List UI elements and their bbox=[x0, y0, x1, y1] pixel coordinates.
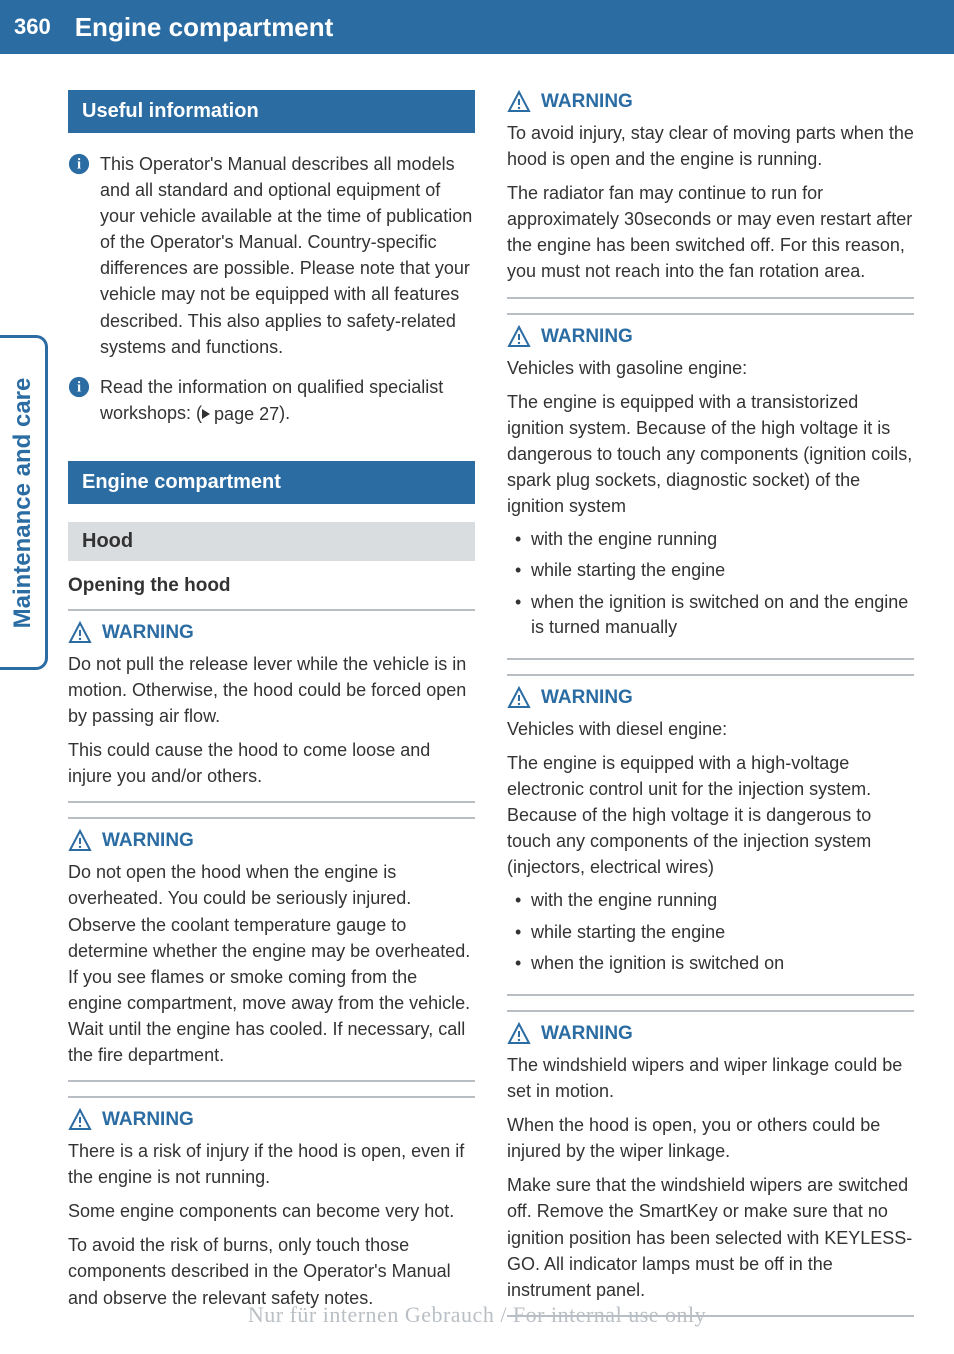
left-column: Useful information i This Operator's Man… bbox=[68, 90, 475, 1331]
warning-label: WARNING bbox=[541, 687, 633, 709]
warning-label: WARNING bbox=[102, 1109, 194, 1131]
warning-icon bbox=[507, 325, 531, 349]
warning-2: WARNING Do not open the hood when the en… bbox=[68, 817, 475, 1082]
warning-7-p3: Make sure that the windshield wipers are… bbox=[507, 1172, 914, 1302]
warning-label: WARNING bbox=[541, 91, 633, 113]
content-area: Useful information i This Operator's Man… bbox=[0, 54, 954, 1351]
warning-3-p2: Some engine components can become very h… bbox=[68, 1198, 475, 1224]
warning-6-list: with the engine running while starting t… bbox=[507, 888, 914, 976]
warning-label: WARNING bbox=[541, 326, 633, 348]
info-note-2: i Read the information on qualified spec… bbox=[68, 374, 475, 427]
footer-watermark: Nur für internen Gebrauch / For internal… bbox=[248, 1302, 706, 1328]
info-icon: i bbox=[68, 376, 90, 398]
warning-label: WARNING bbox=[102, 830, 194, 852]
warning-4-p2: The radiator fan may continue to run for… bbox=[507, 180, 914, 284]
list-item: while starting the engine bbox=[515, 920, 914, 945]
warning-1-p1: Do not pull the release lever while the … bbox=[68, 651, 475, 729]
page-title: Engine compartment bbox=[65, 12, 334, 43]
warning-5: WARNING Vehicles with gasoline engine: T… bbox=[507, 313, 914, 660]
list-item: with the engine running bbox=[515, 888, 914, 913]
heading-opening-hood: Opening the hood bbox=[68, 575, 475, 597]
warning-6-p2: The engine is equipped with a high-volta… bbox=[507, 750, 914, 880]
warning-3-p3: To avoid the risk of burns, only touch t… bbox=[68, 1232, 475, 1310]
warning-6: WARNING Vehicles with diesel engine: The… bbox=[507, 674, 914, 996]
warning-label: WARNING bbox=[102, 622, 194, 644]
section-useful-info: Useful information bbox=[68, 90, 475, 133]
page-ref-text: page 27 bbox=[214, 401, 279, 427]
list-item: when the ignition is switched on bbox=[515, 951, 914, 976]
subsection-hood: Hood bbox=[68, 522, 475, 561]
right-column: WARNING To avoid injury, stay clear of m… bbox=[507, 90, 914, 1331]
warning-3: WARNING There is a risk of injury if the… bbox=[68, 1096, 475, 1311]
info2-post: ). bbox=[279, 403, 290, 423]
warning-5-p1: Vehicles with gasoline engine: bbox=[507, 355, 914, 381]
page-header: 360 Engine compartment bbox=[0, 0, 954, 54]
info-text-2: Read the information on qualified specia… bbox=[100, 374, 475, 427]
warning-1: WARNING Do not pull the release lever wh… bbox=[68, 609, 475, 803]
warning-2-p1: Do not open the hood when the engine is … bbox=[68, 859, 475, 1068]
svg-text:i: i bbox=[77, 157, 81, 173]
side-tab: Maintenance and care bbox=[0, 335, 48, 670]
warning-6-p1: Vehicles with diesel engine: bbox=[507, 716, 914, 742]
list-item: while starting the engine bbox=[515, 558, 914, 583]
info-text-1: This Operator's Manual describes all mod… bbox=[100, 151, 475, 360]
warning-7-p1: The windshield wipers and wiper linkage … bbox=[507, 1052, 914, 1104]
warning-4-p1: To avoid injury, stay clear of moving pa… bbox=[507, 120, 914, 172]
page-ref[interactable]: page 27 bbox=[202, 401, 279, 427]
list-item: with the engine running bbox=[515, 527, 914, 552]
warning-5-list: with the engine running while starting t… bbox=[507, 527, 914, 640]
warning-label: WARNING bbox=[541, 1023, 633, 1045]
warning-icon bbox=[68, 1108, 92, 1132]
warning-icon bbox=[507, 1022, 531, 1046]
warning-1-p2: This could cause the hood to come loose … bbox=[68, 737, 475, 789]
warning-icon bbox=[507, 90, 531, 114]
section-engine-compartment: Engine compartment bbox=[68, 461, 475, 504]
info-note-1: i This Operator's Manual describes all m… bbox=[68, 151, 475, 360]
warning-7: WARNING The windshield wipers and wiper … bbox=[507, 1010, 914, 1317]
page-number: 360 bbox=[0, 0, 65, 54]
warning-4: WARNING To avoid injury, stay clear of m… bbox=[507, 90, 914, 299]
warning-icon bbox=[68, 621, 92, 645]
warning-5-p2: The engine is equipped with a transistor… bbox=[507, 389, 914, 519]
side-tab-label: Maintenance and care bbox=[9, 377, 37, 628]
list-item: when the ignition is switched on and the… bbox=[515, 590, 914, 640]
info-icon: i bbox=[68, 153, 90, 175]
svg-text:i: i bbox=[77, 379, 81, 395]
warning-3-p1: There is a risk of injury if the hood is… bbox=[68, 1138, 475, 1190]
triangle-icon bbox=[202, 409, 210, 419]
warning-7-p2: When the hood is open, you or others cou… bbox=[507, 1112, 914, 1164]
warning-icon bbox=[507, 686, 531, 710]
warning-icon bbox=[68, 829, 92, 853]
